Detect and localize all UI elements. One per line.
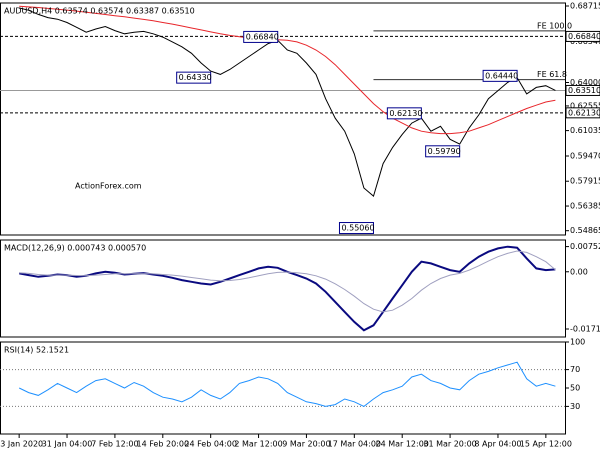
x-tick-label: 24 Feb 04:00 xyxy=(184,440,236,449)
y-tick-label: 30 xyxy=(570,402,580,411)
x-tick-label: 24 Mar 12:00 xyxy=(375,440,428,449)
annotation-box xyxy=(425,145,461,158)
y-tick-label: 0.68715 xyxy=(570,2,600,11)
panel-title: MACD(12,26,9) 0.000743 0.000570 xyxy=(4,244,146,253)
panel-title: RSI(14) 52.1521 xyxy=(4,346,69,355)
level-tag xyxy=(565,107,600,119)
level-label: 0.62130 xyxy=(568,108,600,117)
watermark: ActionForex.com xyxy=(75,182,142,191)
x-tick-label: 7 Feb 12:00 xyxy=(91,440,138,449)
series-line xyxy=(19,7,556,197)
annotation-box xyxy=(176,71,212,84)
level-label: 0.63510 xyxy=(568,86,600,95)
x-tick-label: 31 Jan 04:00 xyxy=(42,440,93,449)
x-tick-label: 31 Mar 20:00 xyxy=(423,440,476,449)
y-tick-label: 0.59470 xyxy=(570,151,600,160)
annotation-label: 0.66840 xyxy=(246,32,279,41)
level-tag xyxy=(565,30,600,42)
x-tick-label: 2 Mar 12:00 xyxy=(234,440,282,449)
series-line xyxy=(19,250,556,313)
annotation-box xyxy=(243,30,279,43)
y-tick-label: 100 xyxy=(570,338,585,347)
series-line xyxy=(19,5,556,135)
annotation-label: 0.55060 xyxy=(341,224,374,233)
fib-label: FE 100.0 xyxy=(537,21,572,30)
panel-title: AUDUSD,H4 0.63574 0.63574 0.63387 0.6351… xyxy=(4,7,195,16)
fib-label: FE 61.8 xyxy=(537,70,567,79)
level-tag xyxy=(565,84,600,96)
series-line xyxy=(18,361,556,407)
y-tick-label: 0.57915 xyxy=(570,177,600,186)
annotation-label: 0.62130 xyxy=(389,109,422,118)
x-tick-label: 23 Jan 2020 xyxy=(0,440,43,449)
y-tick-label: 50 xyxy=(570,384,580,393)
y-tick-label: 70 xyxy=(570,365,580,374)
y-tick-label: 0.56385 xyxy=(570,202,600,211)
panel-frame xyxy=(0,239,566,338)
annotation-box xyxy=(482,69,518,82)
x-tick-label: 8 Apr 04:00 xyxy=(474,440,521,449)
annotation-box xyxy=(338,222,374,235)
annotation-box xyxy=(386,107,422,120)
x-tick-label: 9 Mar 20:00 xyxy=(282,440,330,449)
x-tick-label: 14 Feb 20:00 xyxy=(137,440,189,449)
annotation-label: 0.64330 xyxy=(179,73,212,82)
y-tick-label: 0.62555 xyxy=(570,101,600,110)
y-tick-label: 0.54865 xyxy=(570,226,600,235)
annotation-label: 0.64440 xyxy=(485,71,518,80)
x-tick-label: 15 Apr 12:00 xyxy=(520,440,572,449)
y-tick-label: 0.64000 xyxy=(570,78,600,87)
y-tick-label: 0.00 xyxy=(570,267,588,276)
y-tick-label: -0.017112 xyxy=(570,325,600,334)
level-label: 0.66840 xyxy=(568,32,600,41)
x-tick-label: 17 Mar 04:00 xyxy=(328,440,381,449)
panel-frame xyxy=(0,2,566,236)
y-tick-label: 0.61035 xyxy=(570,126,600,135)
y-tick-label: 0.007526 xyxy=(570,242,600,251)
annotation-label: 0.59790 xyxy=(428,147,461,156)
